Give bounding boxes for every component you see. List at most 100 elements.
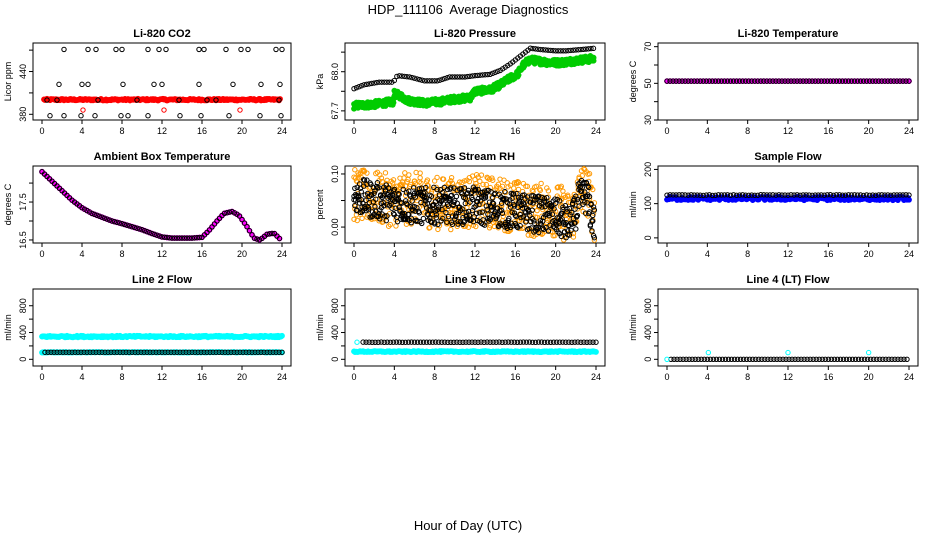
data-point [498, 207, 505, 214]
data-point [585, 46, 592, 52]
data-point [688, 78, 694, 84]
series-1 [39, 332, 285, 341]
x-tick-label: 0 [351, 249, 356, 259]
data-point [56, 81, 62, 88]
data-point [523, 215, 530, 221]
data-point [261, 349, 267, 355]
data-point [746, 356, 753, 363]
data-point [213, 97, 219, 103]
x-tick-label: 20 [864, 249, 874, 259]
data-point [487, 216, 494, 223]
data-point [664, 78, 670, 84]
panel-7: Line 2 Flow ml/min 0 4 8 12 16 20 24 0 400 800 [3, 274, 292, 382]
data-point [500, 213, 506, 219]
data-point [547, 47, 554, 54]
data-point [837, 356, 844, 363]
data-point [257, 113, 263, 119]
data-point [84, 349, 90, 355]
data-point [454, 74, 461, 80]
data-point [834, 356, 841, 363]
data-point [469, 73, 476, 79]
data-point [593, 339, 599, 345]
x-tick-label: 12 [470, 372, 480, 382]
data-point [462, 200, 469, 207]
series-1 [668, 356, 910, 363]
data-point [703, 192, 710, 198]
data-point [477, 178, 483, 184]
data-point [530, 200, 536, 206]
data-point [777, 356, 783, 363]
data-point [106, 217, 113, 223]
data-point [670, 192, 676, 198]
data-point [851, 78, 858, 84]
data-point [201, 349, 207, 355]
data-point [153, 349, 159, 355]
data-point [423, 339, 430, 345]
data-point [579, 173, 585, 179]
data-point [249, 232, 255, 238]
data-point [432, 339, 439, 345]
data-point [496, 339, 502, 345]
data-point [99, 214, 105, 220]
data-point [897, 78, 903, 84]
x-tick-label: 12 [783, 126, 793, 136]
data-point [691, 192, 697, 198]
y-tick-label: 68.0 [330, 63, 340, 81]
data-point [374, 180, 381, 186]
data-point [394, 73, 400, 80]
data-point [866, 192, 873, 199]
data-point [254, 236, 260, 242]
data-point [406, 188, 412, 194]
x-tick-label: 20 [237, 126, 247, 136]
data-point [391, 186, 398, 193]
data-point [783, 356, 789, 363]
x-tick-label: 24 [904, 372, 914, 382]
data-point [363, 339, 369, 345]
data-point [196, 46, 202, 53]
data-point [539, 204, 545, 210]
data-point [776, 78, 782, 84]
data-point [47, 113, 53, 119]
data-point [499, 183, 506, 190]
data-point [752, 78, 758, 84]
data-point [113, 46, 119, 53]
y-axis-label: percent [315, 189, 325, 220]
data-point [831, 356, 838, 363]
data-point [385, 185, 392, 191]
data-point [906, 192, 912, 198]
data-point [213, 349, 219, 355]
data-point [93, 46, 99, 53]
panel-title: Li-820 Pressure [434, 28, 516, 40]
series-1 [41, 95, 283, 104]
data-point [393, 339, 400, 345]
data-point [540, 214, 547, 221]
data-point [794, 192, 800, 198]
data-point [279, 46, 285, 53]
x-tick-label: 16 [510, 372, 520, 382]
data-point [473, 187, 479, 193]
data-point [79, 81, 85, 88]
data-point [882, 192, 888, 198]
data-point [756, 356, 762, 363]
y-tick-label: 16.5 [18, 231, 28, 249]
data-point [454, 339, 460, 345]
data-point [399, 339, 406, 345]
data-point [812, 78, 818, 84]
x-tick-label: 8 [119, 249, 124, 259]
data-point [540, 47, 546, 53]
data-point [396, 73, 403, 79]
data-point [517, 223, 523, 229]
data-point [707, 356, 714, 363]
data-point [671, 356, 677, 363]
data-point [885, 78, 891, 84]
panel-title: Li-820 CO2 [133, 28, 190, 40]
data-point [824, 78, 831, 84]
data-point [440, 176, 447, 182]
x-tick-label: 24 [591, 126, 601, 136]
data-point [514, 339, 521, 345]
data-point [428, 193, 435, 199]
data-point [511, 191, 517, 197]
panel-8: Line 3 Flow ml/min 0 4 8 12 16 20 24 0 400 800 [315, 274, 606, 382]
x-tick-label: 0 [664, 372, 669, 382]
data-point [733, 78, 740, 84]
